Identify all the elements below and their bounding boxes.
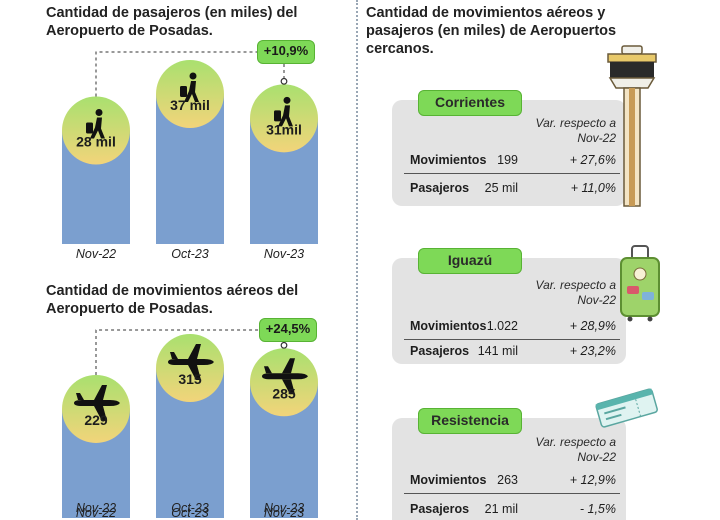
passengers-change-badge: +10,9% <box>257 40 315 64</box>
nearby-airports-title: Cantidad de movimientos aéreos y pasajer… <box>366 5 617 57</box>
table-row: Pasajeros 25 mil + 11,0% <box>410 177 616 199</box>
row-value: 1.022 <box>486 319 518 333</box>
row-label: Movimientos <box>410 319 487 333</box>
row-value: 263 <box>497 473 518 487</box>
walker-bag <box>274 110 281 122</box>
control-tower-icon <box>607 45 657 207</box>
walker-head <box>95 108 103 116</box>
plane-wing-top <box>282 358 295 374</box>
row-divider <box>404 173 620 174</box>
variation-note: Var. respecto a Nov-22 <box>535 116 616 145</box>
row-variation: + 11,0% <box>570 181 616 195</box>
tick-label: Nov-23 <box>264 501 304 515</box>
row-value: 21 mil <box>484 502 518 516</box>
row-value: 199 <box>497 153 518 167</box>
passengers-chart-title: Cantidad de pasajeros (en miles) del Aer… <box>46 5 298 39</box>
walking-traveler-icon <box>180 72 199 102</box>
airport-card-iguazu: Iguazú Var. respecto a Nov-22 Movimiento… <box>392 248 626 364</box>
walker-head <box>189 72 197 80</box>
plane-wing-top <box>188 344 201 359</box>
row-label: Movimientos <box>410 153 487 167</box>
row-value: 25 mil <box>484 181 518 195</box>
tick-label: Oct-23 <box>171 247 209 261</box>
tick-label: Nov-22 <box>76 501 116 515</box>
row-variation: - 1,5% <box>579 502 616 516</box>
movements-chart-title: Cantidad de movimientos aéreos del Aerop… <box>46 283 299 317</box>
airport-card-resistencia: Resistencia Var. respecto a Nov-22 Movim… <box>392 408 626 520</box>
plane-wing-bottom <box>188 365 201 380</box>
walking-traveler-icon <box>86 108 105 139</box>
chart-group-1: 229 Nov-22 315 Oct-23 285 Nov-23 <box>62 329 318 518</box>
change-connector <box>95 51 257 97</box>
plane-wing-bottom <box>94 405 107 421</box>
plane-wing-top <box>94 384 107 400</box>
column-divider <box>356 0 358 520</box>
row-label: Pasajeros <box>410 502 470 516</box>
airport-name: Corrientes <box>418 90 522 116</box>
plane-fuselage <box>74 399 120 406</box>
row-value: 141 mil <box>477 344 518 358</box>
data-label: 285 <box>272 385 296 401</box>
chart-group-0: 28 mil Nov-22 37 mil Oct-23 31mil Nov-23 <box>62 51 318 261</box>
table-row: Movimientos 263 + 12,9% <box>410 469 616 491</box>
row-variation: + 27,6% <box>569 153 616 167</box>
walker-head <box>283 96 291 104</box>
tick-label: Nov-22 <box>76 247 116 261</box>
plane-tail <box>170 352 178 359</box>
tick-label: Nov-23 <box>264 247 304 261</box>
variation-note: Var. respecto a Nov-22 <box>535 278 616 307</box>
tick-label: Oct-23 <box>171 501 209 515</box>
row-variation: + 23,2% <box>569 344 616 358</box>
row-divider <box>404 493 620 494</box>
airplane-icon <box>168 344 214 380</box>
movements-change-badge: +24,5% <box>259 318 317 342</box>
boarding-pass-icon <box>595 388 658 428</box>
plane-fuselage <box>262 373 308 380</box>
change-marker <box>280 77 288 85</box>
plane-wing-bottom <box>282 379 295 395</box>
variation-note: Var. respecto a Nov-22 <box>535 435 616 464</box>
posadas-charts: 28 mil Nov-22 37 mil Oct-23 31mil Nov-23 229 No… <box>62 51 318 520</box>
table-row: Pasajeros 141 mil + 23,2% <box>410 340 616 362</box>
table-row: Movimientos 199 + 27,6% <box>410 149 616 171</box>
row-label: Movimientos <box>410 473 487 487</box>
airport-card-corrientes: Corrientes Var. respecto a Nov-22 Movimi… <box>392 90 626 206</box>
data-label: 229 <box>84 412 108 428</box>
data-label: 31mil <box>266 121 302 137</box>
row-variation: + 28,9% <box>569 319 616 333</box>
plane-tail <box>76 392 84 400</box>
plane-tail <box>264 366 272 374</box>
airport-name: Resistencia <box>418 408 522 434</box>
walker-body <box>90 117 105 139</box>
airplane-icon <box>74 384 120 421</box>
data-label: 28 mil <box>76 133 116 149</box>
row-label: Pasajeros <box>410 181 470 195</box>
suitcase-icon <box>620 245 660 322</box>
tick-label: Nov-23 <box>264 506 304 520</box>
airplane-icon <box>262 358 308 395</box>
walker-bag <box>86 122 93 134</box>
data-label: 37 mil <box>170 97 210 113</box>
table-row: Pasajeros 21 mil - 1,5% <box>410 498 616 520</box>
walking-traveler-icon <box>274 96 293 127</box>
row-label: Pasajeros <box>410 344 470 358</box>
tick-label: Oct-23 <box>171 506 209 520</box>
change-marker <box>280 341 288 349</box>
walker-body <box>278 105 293 127</box>
row-divider <box>404 339 620 340</box>
tick-label: Nov-22 <box>76 506 116 520</box>
walker-body <box>184 81 199 102</box>
plane-fuselage <box>168 359 214 365</box>
airport-name: Iguazú <box>418 248 522 274</box>
row-variation: + 12,9% <box>569 473 616 487</box>
walker-bag <box>180 86 187 97</box>
table-row: Movimientos 1.022 + 28,9% <box>410 315 616 337</box>
change-connector <box>95 329 259 375</box>
data-label: 315 <box>178 371 202 387</box>
